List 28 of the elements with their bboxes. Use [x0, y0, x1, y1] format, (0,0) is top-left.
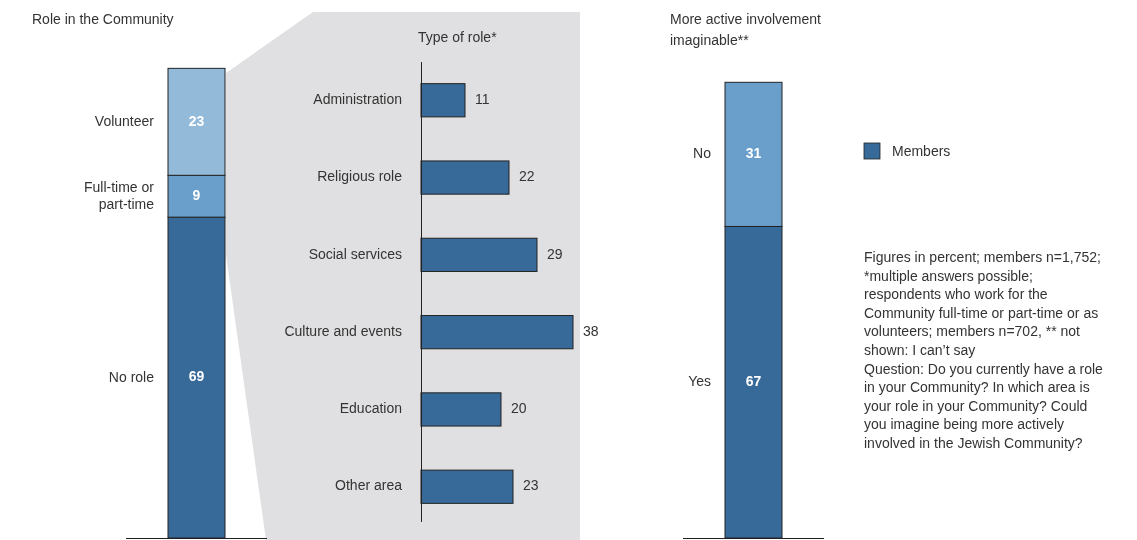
- y-tick-label: Social services: [308, 245, 402, 262]
- chart-title: Role in the Community: [32, 11, 174, 27]
- series-label: No role: [108, 368, 155, 385]
- data-label: 9: [192, 186, 201, 203]
- y-tick-label: Culture and events: [284, 322, 402, 339]
- data-label: 23: [188, 112, 205, 129]
- data-label: 11: [475, 90, 490, 107]
- data-label: 23: [523, 477, 539, 494]
- data-label: 29: [547, 245, 563, 262]
- data-label: 67: [745, 372, 762, 389]
- chart-title: Type of role*: [418, 29, 498, 45]
- text: Question: Do you currently have a role in your Community? In which area is your role in your Community? Could you imagine being more actively involved in the Jewish Community?: [864, 360, 1104, 451]
- y-tick-label: Education: [339, 400, 402, 417]
- text: Figures in percent; members n=1,752; *multiple answers possible; respondents who work for the Community full-time or part-time or as volunteers; members n=702, ** not shown: I can’t say: [864, 249, 1101, 358]
- series-label: Volunteer: [94, 112, 155, 129]
- y-tick-label: Religious role: [317, 168, 403, 185]
- data-label: 20: [511, 400, 527, 417]
- legend-label: Members: [892, 142, 951, 159]
- data-label: 31: [745, 145, 762, 162]
- data-label: 22: [519, 168, 535, 185]
- series-label: Yes: [688, 372, 711, 389]
- chart-title: More active involvement imaginable**: [670, 11, 822, 48]
- y-tick-label: Other area: [335, 477, 403, 494]
- y-tick-label: Administration: [313, 90, 402, 107]
- series-label: No: [693, 145, 712, 162]
- data-label: 69: [188, 368, 205, 385]
- data-label: 38: [583, 322, 599, 339]
- series-label: Full-time or part-time: [83, 178, 155, 212]
